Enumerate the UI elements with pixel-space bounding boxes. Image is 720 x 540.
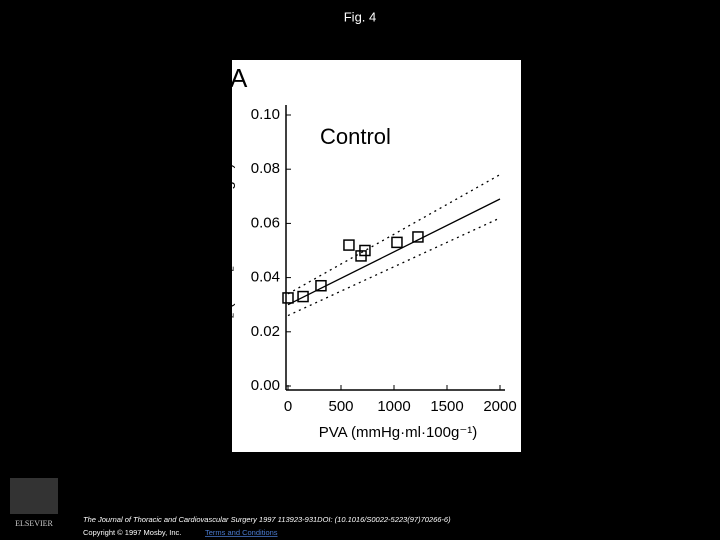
citation: The Journal of Thoracic and Cardiovascul… [83,515,451,524]
data-point [412,231,424,243]
data-point [315,279,327,292]
confidence-line [287,174,501,295]
regression-line [287,198,501,306]
x-tick-label: 1500 [430,398,463,415]
annotation: Control [320,124,391,149]
logo-tree [10,478,58,514]
panel-label: A [230,63,248,93]
data-point [343,239,355,251]
terms-link[interactable]: Terms and Conditions [205,528,278,537]
data-point [297,290,309,303]
x-tick-label: 0 [284,398,292,415]
y-tick-label: 0.08 [251,160,280,177]
y-tick-label: 0.00 [251,377,280,394]
slide-title: Fig. 4 [344,9,377,24]
x-tick-label: 1000 [377,398,410,415]
data-point [359,244,371,257]
y-axis-label: V̇o₂ (ml O₂ beat⁻¹·100g⁻¹) [219,163,236,336]
data-point [391,236,403,249]
copyright: Copyright © 1997 Mosby, Inc. [83,528,181,537]
figure-panel [232,60,521,452]
y-tick-label: 0.04 [251,269,280,286]
logo-text: ELSEVIER [15,519,53,528]
x-axis-label: PVA (mmHg·ml·100g⁻¹) [319,424,478,441]
data-point [282,292,294,304]
x-tick-label: 2000 [483,398,516,415]
logo: ELSEVIER [10,478,58,528]
y-tick-label: 0.10 [251,106,280,123]
y-tick-label: 0.02 [251,323,280,340]
y-tick-label: 0.06 [251,214,280,231]
x-tick-label: 500 [328,398,353,415]
